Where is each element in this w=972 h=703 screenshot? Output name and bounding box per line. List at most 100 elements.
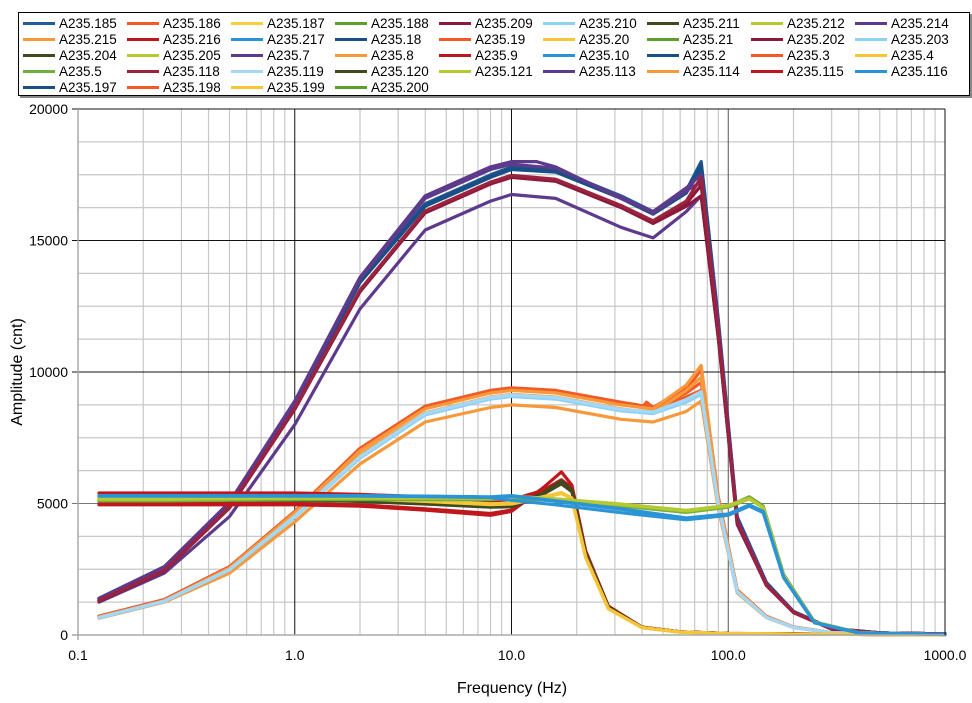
legend-entry: A235.204 xyxy=(23,47,117,63)
legend-entry: A235.20 xyxy=(543,31,629,47)
legend-label: A235.3 xyxy=(787,47,830,63)
series-line-A235.4 xyxy=(97,490,947,637)
legend-entry: A235.210 xyxy=(543,15,637,31)
legend-entry: A235.217 xyxy=(231,31,325,47)
legend-line-swatch xyxy=(127,21,159,25)
legend-line-swatch xyxy=(23,85,55,89)
series-line-A235.217 xyxy=(97,494,947,637)
legend-entry: A235.120 xyxy=(335,63,429,79)
legend-entry: A235.185 xyxy=(23,15,117,31)
legend-entry: A235.118 xyxy=(127,63,220,79)
legend-label: A235.188 xyxy=(371,15,429,31)
legend-entry: A235.21 xyxy=(647,31,733,47)
legend-label: A235.115 xyxy=(787,63,844,79)
legend-entry: A235.3 xyxy=(751,47,830,63)
legend-label: A235.4 xyxy=(891,47,934,63)
legend-line-swatch xyxy=(855,21,887,25)
legend-line-swatch xyxy=(543,53,575,57)
legend-label: A235.197 xyxy=(59,79,117,95)
legend-entry: A235.205 xyxy=(127,47,221,63)
legend-line-swatch xyxy=(127,69,159,73)
legend-label: A235.198 xyxy=(163,79,221,95)
series-line-A235.113 xyxy=(97,162,947,636)
legend-entry: A235.19 xyxy=(439,31,525,47)
legend-line-swatch xyxy=(335,53,367,57)
legend-label: A235.118 xyxy=(163,63,220,79)
legend-label: A235.186 xyxy=(163,15,221,31)
legend-entry: A235.199 xyxy=(231,79,325,95)
chart-legend: A235.185 A235.186 A235.187 A235.188 A235.209… xyxy=(18,12,970,96)
legend-line-swatch xyxy=(647,37,679,41)
legend-label: A235.9 xyxy=(475,47,518,63)
legend-entry: A235.119 xyxy=(231,63,324,79)
series-line-A235.20 xyxy=(97,491,947,637)
legend-line-swatch xyxy=(855,53,887,57)
legend-line-swatch xyxy=(127,53,159,57)
series-line-A235.118 xyxy=(97,173,947,636)
legend-line-swatch xyxy=(23,37,55,41)
x-tick-label: 0.1 xyxy=(68,647,88,663)
legend-label: A235.10 xyxy=(579,47,630,63)
legend-label: A235.19 xyxy=(475,31,526,47)
legend-entry: A235.116 xyxy=(855,63,948,79)
legend-line-swatch xyxy=(439,21,471,25)
y-tick-label: 10000 xyxy=(29,364,68,380)
legend-entry: A235.187 xyxy=(231,15,325,31)
legend-line-swatch xyxy=(127,85,159,89)
legend-line-swatch xyxy=(231,37,263,41)
legend-line-swatch xyxy=(127,37,159,41)
legend-entry: A235.186 xyxy=(127,15,221,31)
legend-line-swatch xyxy=(23,21,55,25)
legend-line-swatch xyxy=(231,69,263,73)
legend-line-swatch xyxy=(751,53,783,57)
legend-line-swatch xyxy=(855,69,887,73)
legend-label: A235.119 xyxy=(267,63,324,79)
legend-label: A235.185 xyxy=(59,15,117,31)
series-line-A235.203 xyxy=(97,392,947,637)
legend-label: A235.8 xyxy=(371,47,414,63)
legend-entry: A235.8 xyxy=(335,47,414,63)
legend-label: A235.21 xyxy=(683,31,734,47)
legend-entry: A235.2 xyxy=(647,47,726,63)
legend-line-swatch xyxy=(439,53,471,57)
legend-label: A235.210 xyxy=(579,15,637,31)
legend-line-swatch xyxy=(335,37,367,41)
y-tick-label: 15000 xyxy=(29,233,68,249)
x-tick-labels: 0.1 1.0 10.0 100.0 1000.0 xyxy=(68,647,966,663)
legend-line-swatch xyxy=(439,69,471,73)
legend-label: A235.211 xyxy=(683,15,740,31)
legend-line-swatch xyxy=(439,37,471,41)
legend-entry: A235.203 xyxy=(855,31,949,47)
legend-label: A235.199 xyxy=(267,79,325,95)
series-layer xyxy=(97,160,947,637)
legend-label: A235.20 xyxy=(579,31,630,47)
legend-entry: A235.115 xyxy=(751,63,844,79)
series-line-A235.205 xyxy=(97,494,947,637)
legend-label: A235.187 xyxy=(267,15,325,31)
legend-entry: A235.209 xyxy=(439,15,533,31)
legend-entry: A235.200 xyxy=(335,79,429,95)
legend-label: A235.215 xyxy=(59,31,117,47)
y-tick-label: 20000 xyxy=(29,101,68,117)
x-tick-label: 1000.0 xyxy=(924,647,967,663)
series-line-A235.116 xyxy=(97,494,947,637)
legend-label: A235.216 xyxy=(163,31,221,47)
legend-entry: A235.9 xyxy=(439,47,518,63)
legend-line-swatch xyxy=(335,69,367,73)
legend-line-swatch xyxy=(751,69,783,73)
series-line-A235.187 xyxy=(97,491,947,637)
legend-label: A235.203 xyxy=(891,31,949,47)
legend-entry: A235.216 xyxy=(127,31,221,47)
series-line-A235.212 xyxy=(97,494,947,637)
legend-line-swatch xyxy=(231,53,263,57)
legend-entry: A235.114 xyxy=(647,63,740,79)
legend-label: A235.5 xyxy=(59,63,102,79)
series-line-A235.197 xyxy=(97,165,947,636)
legend-label: A235.116 xyxy=(891,63,948,79)
legend-line-swatch xyxy=(751,37,783,41)
legend-line-swatch xyxy=(335,21,367,25)
y-tick-label: 5000 xyxy=(37,496,68,512)
legend-label: A235.217 xyxy=(267,31,325,47)
legend-line-swatch xyxy=(23,69,55,73)
